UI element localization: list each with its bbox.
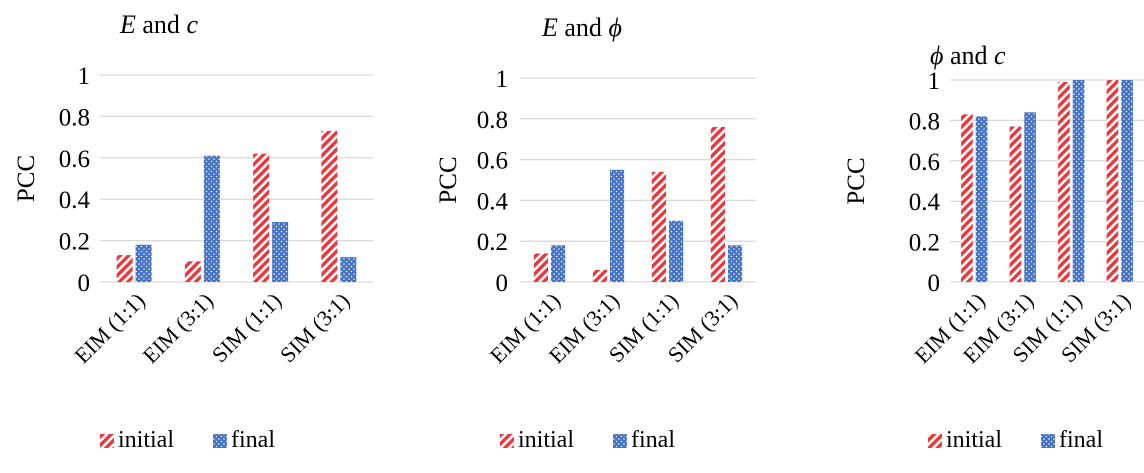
legend-swatch-initial (500, 434, 514, 448)
y-tick-label: 0.2 (59, 229, 90, 256)
y-tick-label: 1 (78, 63, 91, 90)
bar-final-1 (1024, 112, 1036, 282)
legend-label-final: final (231, 427, 275, 453)
bar-initial-1 (184, 261, 201, 282)
chart-title: ϕ and c (930, 41, 1006, 70)
bar-initial-0 (961, 114, 973, 282)
x-category-label: SIM (3:1) (275, 288, 354, 367)
bar-initial-0 (533, 253, 548, 282)
chart-title-part: and (558, 13, 609, 42)
y-tick-label: 0.4 (477, 188, 509, 215)
chart-title-part: E (119, 10, 136, 39)
x-category-label: EIM (3:1) (138, 288, 218, 368)
y-axis-label: PCC (13, 155, 40, 202)
y-tick-label: 0.6 (59, 146, 90, 173)
legend-swatch-final (1041, 434, 1055, 448)
legend-swatch-final (613, 434, 627, 448)
bar-initial-2 (1058, 82, 1070, 283)
y-tick-label: 0.2 (909, 230, 940, 257)
bar-initial-3 (710, 126, 725, 283)
bar-final-0 (975, 116, 988, 282)
bar-initial-3 (321, 130, 338, 282)
y-tick-label: 0.8 (909, 108, 940, 135)
x-category-label: SIM (1:1) (207, 288, 286, 367)
y-tick-label: 0.2 (477, 229, 508, 256)
chart-title-part: and (943, 41, 994, 70)
bar-final-2 (669, 220, 684, 282)
bar-final-1 (203, 155, 220, 282)
y-tick-label: 0 (496, 270, 509, 297)
chart-e-and-c: E and c 0 0.2 0.4 0.6 0.8 1 PCC EIM (1:1)EIM (3:… (13, 10, 373, 453)
y-tick-label: 0.6 (477, 148, 508, 175)
y-tick-label: 1 (928, 68, 941, 95)
chart-title-part: ϕ (608, 13, 621, 42)
bar-final-2 (1072, 80, 1085, 282)
bar-final-3 (1121, 80, 1133, 282)
y-tick-label: 0 (928, 270, 941, 297)
chart-title-part: c (186, 10, 198, 39)
y-tick-label: 0.8 (59, 104, 90, 131)
legend-label-final: final (1059, 427, 1103, 453)
legend-label-initial: initial (118, 427, 174, 453)
legend-swatch-initial (928, 434, 942, 448)
y-tick-label: 0 (78, 270, 91, 297)
bar-initial-0 (116, 255, 133, 282)
legend-swatch-final (213, 434, 227, 448)
y-tick-label: 1 (496, 66, 509, 93)
bar-final-1 (610, 169, 625, 282)
y-tick-label: 0.6 (909, 149, 940, 176)
y-tick-label: 0.4 (909, 189, 941, 216)
legend-label-initial: initial (518, 427, 574, 453)
x-category-label: EIM (1:1) (69, 288, 149, 368)
legend-label-final: final (631, 427, 675, 453)
bar-final-0 (135, 244, 152, 282)
y-tick-label: 0.8 (477, 107, 508, 134)
bar-final-3 (728, 245, 743, 282)
legend-label-initial: initial (946, 427, 1002, 453)
bar-final-0 (551, 245, 566, 282)
bar-initial-3 (1106, 80, 1119, 282)
chart-title-part: E (541, 13, 558, 42)
bar-initial-2 (651, 171, 666, 282)
bar-initial-2 (253, 153, 270, 282)
chart-title-part: c (994, 41, 1006, 70)
bar-final-2 (272, 221, 289, 282)
legend-swatch-initial (100, 434, 114, 448)
chart-title-part: ϕ (930, 41, 943, 70)
bar-initial-1 (592, 269, 607, 282)
chart-title: E and c (119, 10, 198, 39)
y-axis-label: PCC (435, 156, 462, 203)
y-tick-label: 0.4 (59, 187, 91, 214)
bar-final-3 (340, 257, 357, 282)
chart-title: E and ϕ (541, 13, 622, 42)
y-axis-label: PCC (843, 157, 870, 204)
bar-initial-1 (1009, 126, 1022, 283)
chart-title-part: and (136, 10, 187, 39)
